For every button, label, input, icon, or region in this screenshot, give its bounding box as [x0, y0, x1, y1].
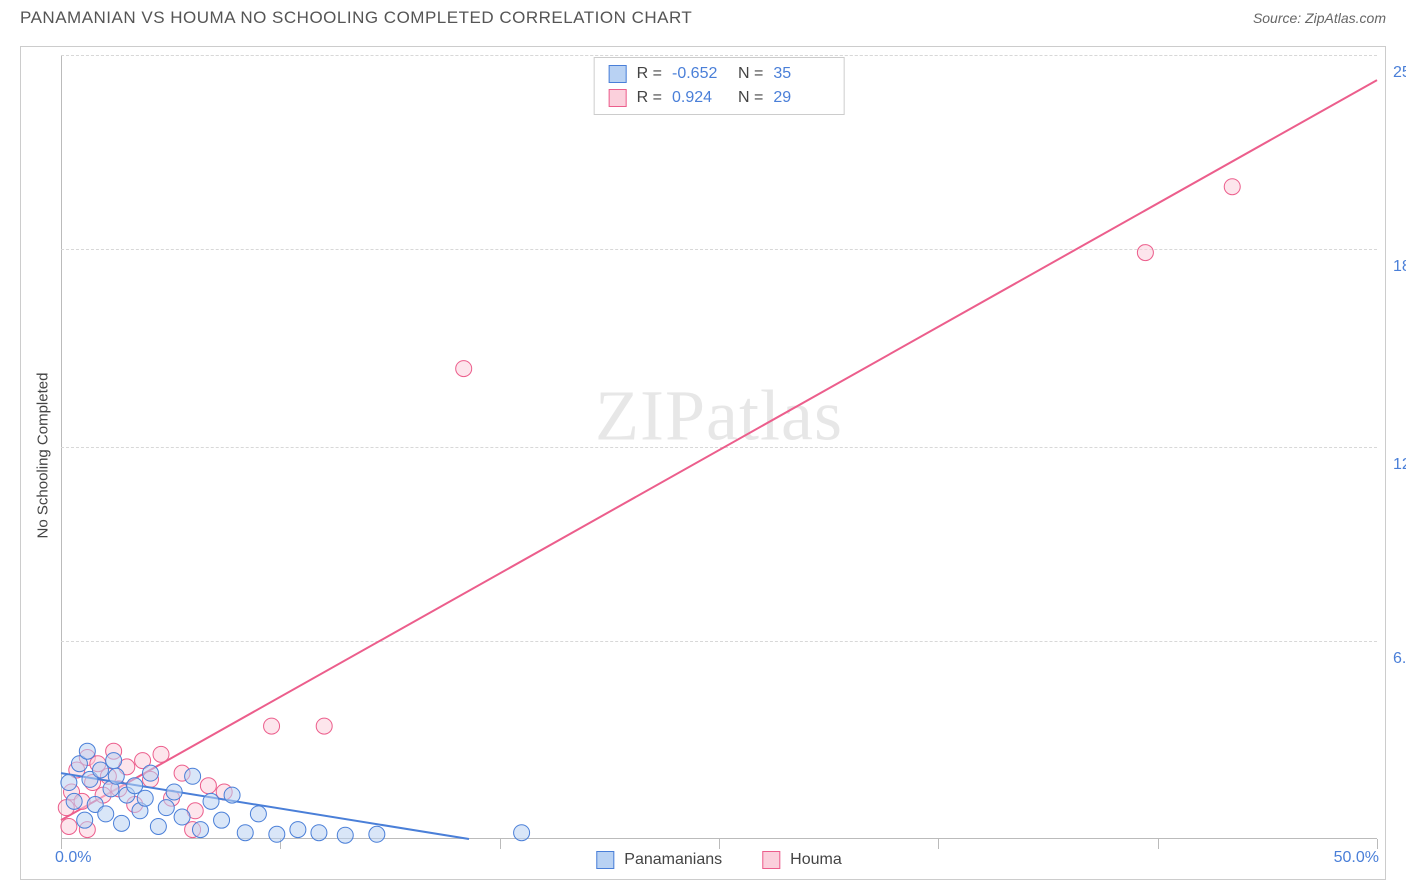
houma-point — [1137, 245, 1153, 261]
houma-point — [456, 361, 472, 377]
legend-label-b: Houma — [790, 851, 842, 869]
houma-point — [1224, 179, 1240, 195]
source-attribution: Source: ZipAtlas.com — [1253, 10, 1386, 26]
houma-trendline — [61, 80, 1377, 820]
n-value-b: 29 — [773, 86, 829, 110]
panamanians-point — [214, 812, 230, 828]
legend-item-b: Houma — [762, 851, 842, 869]
y-tick-label: 18.8% — [1379, 258, 1406, 276]
x-tick — [719, 839, 720, 849]
x-tick — [61, 839, 62, 849]
bottom-legend: Panamanians Houma — [596, 851, 841, 869]
panamanians-point — [127, 778, 143, 794]
panamanians-point — [237, 825, 253, 841]
y-axis-label: No Schooling Completed — [35, 373, 52, 539]
stats-legend-box: R = -0.652 N = 35 R = 0.924 N = 29 — [594, 57, 845, 115]
r-value-b: 0.924 — [672, 86, 728, 110]
x-tick — [1158, 839, 1159, 849]
houma-point — [61, 818, 77, 834]
swatch-b-icon — [609, 89, 627, 107]
x-tick — [938, 839, 939, 849]
panamanians-point — [269, 826, 285, 842]
panamanians-point — [108, 768, 124, 784]
stats-row-a: R = -0.652 N = 35 — [609, 62, 830, 86]
stats-row-b: R = 0.924 N = 29 — [609, 86, 830, 110]
panamanians-point — [137, 790, 153, 806]
panamanians-point — [98, 806, 114, 822]
r-label: R = — [637, 62, 662, 86]
houma-point — [264, 718, 280, 734]
n-label: N = — [738, 86, 763, 110]
panamanians-point — [61, 775, 77, 791]
panamanians-point — [158, 800, 174, 816]
swatch-b-icon — [762, 851, 780, 869]
houma-point — [200, 778, 216, 794]
x-tick — [500, 839, 501, 849]
panamanians-point — [290, 822, 306, 838]
y-tick-label: 12.5% — [1379, 456, 1406, 474]
r-value-a: -0.652 — [672, 62, 728, 86]
panamanians-point — [185, 768, 201, 784]
r-label: R = — [637, 86, 662, 110]
legend-label-a: Panamanians — [624, 851, 722, 869]
y-tick-label: 25.0% — [1379, 64, 1406, 82]
houma-point — [316, 718, 332, 734]
n-label: N = — [738, 62, 763, 86]
houma-point — [153, 746, 169, 762]
panamanians-point — [369, 826, 385, 842]
panamanians-point — [150, 818, 166, 834]
panamanians-point — [106, 753, 122, 769]
x-tick — [1377, 839, 1378, 849]
panamanians-point — [224, 787, 240, 803]
panamanians-point — [114, 815, 130, 831]
n-value-a: 35 — [773, 62, 829, 86]
scatter-plot — [61, 55, 1377, 839]
y-tick-label: 6.3% — [1379, 650, 1406, 668]
panamanians-point — [203, 793, 219, 809]
panamanians-point — [142, 765, 158, 781]
panamanians-point — [337, 827, 353, 843]
swatch-a-icon — [609, 65, 627, 83]
panamanians-point — [174, 809, 190, 825]
x-axis-origin-label: 0.0% — [55, 849, 91, 867]
panamanians-point — [79, 743, 95, 759]
chart-container: No Schooling Completed 6.3%12.5%18.8%25.… — [20, 46, 1386, 880]
panamanians-point — [514, 825, 530, 841]
panamanians-point — [250, 806, 266, 822]
panamanians-point — [77, 812, 93, 828]
chart-title: PANAMANIAN VS HOUMA NO SCHOOLING COMPLET… — [20, 8, 692, 28]
panamanians-point — [66, 793, 82, 809]
plot-area: No Schooling Completed 6.3%12.5%18.8%25.… — [61, 55, 1377, 839]
legend-item-a: Panamanians — [596, 851, 722, 869]
panamanians-point — [166, 784, 182, 800]
swatch-a-icon — [596, 851, 614, 869]
panamanians-point — [311, 825, 327, 841]
panamanians-point — [192, 822, 208, 838]
x-axis-end-label: 50.0% — [1334, 849, 1379, 867]
